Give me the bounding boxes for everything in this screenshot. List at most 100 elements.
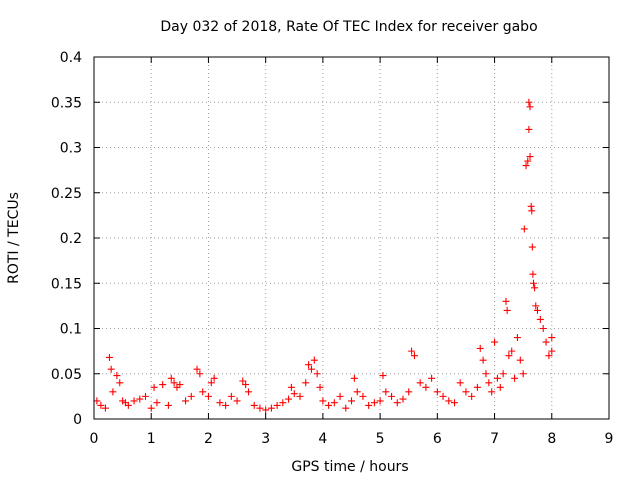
data-point — [379, 372, 387, 380]
data-point — [287, 383, 295, 391]
data-point — [316, 383, 324, 391]
data-point — [187, 392, 195, 400]
data-point — [527, 202, 535, 210]
data-point — [508, 347, 516, 355]
data-point — [516, 356, 524, 364]
data-point — [170, 379, 178, 387]
data-point — [451, 399, 458, 407]
data-point — [305, 361, 313, 369]
data-point — [410, 352, 418, 360]
data-point — [222, 401, 230, 409]
data-point — [153, 399, 161, 407]
data-point — [296, 392, 304, 400]
data-point — [405, 388, 413, 396]
data-point — [502, 297, 510, 305]
data-point — [256, 404, 264, 412]
data-point — [207, 379, 215, 387]
y-tick-label: 0.2 — [60, 231, 82, 247]
data-point — [147, 404, 155, 412]
data-point — [476, 344, 484, 352]
x-tick-label: 3 — [261, 431, 270, 447]
data-point — [513, 334, 521, 342]
data-point — [279, 399, 287, 407]
data-point — [528, 243, 536, 251]
data-point — [456, 379, 464, 387]
data-point — [524, 157, 532, 165]
data-point — [408, 347, 416, 355]
data-point — [216, 399, 224, 407]
data-point — [505, 352, 513, 360]
data-series — [93, 98, 556, 414]
data-point — [273, 401, 281, 409]
data-point — [227, 392, 235, 400]
data-point — [428, 374, 436, 382]
chart-grid — [94, 57, 609, 419]
data-point — [382, 388, 390, 396]
data-point — [307, 365, 315, 373]
data-point — [503, 306, 511, 314]
data-point — [167, 374, 175, 382]
x-tick-label: 2 — [204, 431, 213, 447]
data-point — [164, 401, 172, 409]
data-point — [439, 392, 447, 400]
data-point — [262, 406, 270, 414]
data-point — [545, 352, 553, 360]
data-point — [445, 397, 453, 405]
y-tick-label: 0.15 — [51, 276, 82, 292]
data-point — [539, 325, 547, 332]
data-point — [267, 404, 275, 412]
data-point — [519, 370, 527, 378]
data-point — [150, 383, 158, 391]
data-point — [529, 279, 537, 287]
x-tick-label: 8 — [547, 431, 556, 447]
data-point — [433, 388, 441, 396]
y-tick-label: 0.05 — [51, 367, 82, 383]
plot-frame — [93, 56, 610, 420]
data-point — [416, 379, 424, 387]
data-point — [176, 381, 184, 389]
data-point — [479, 356, 487, 364]
data-point — [109, 388, 117, 396]
y-tick-label: 0.3 — [60, 141, 82, 157]
chart-title: Day 032 of 2018, Rate Of TEC Index for r… — [160, 19, 537, 35]
data-point — [101, 404, 109, 412]
data-point — [239, 377, 247, 385]
data-point — [330, 399, 338, 407]
x-tick-label: 0 — [90, 431, 99, 447]
data-point — [193, 365, 201, 373]
data-point — [482, 370, 490, 378]
data-point — [319, 397, 327, 405]
data-point — [313, 370, 321, 378]
data-point — [245, 388, 252, 396]
data-point — [204, 392, 212, 400]
data-point — [196, 370, 204, 378]
data-point — [473, 383, 481, 391]
x-tick-label: 9 — [605, 431, 614, 447]
data-point — [525, 125, 533, 133]
data-point — [491, 338, 499, 346]
data-point — [399, 395, 407, 403]
data-point — [548, 347, 556, 355]
data-point — [182, 397, 190, 405]
data-point — [113, 372, 121, 380]
data-point — [290, 390, 298, 398]
data-point — [485, 379, 493, 387]
data-point — [107, 365, 115, 373]
data-point — [522, 162, 530, 170]
data-point — [285, 395, 293, 403]
y-tick-label: 0.1 — [60, 322, 82, 338]
data-point — [242, 381, 250, 389]
data-point — [310, 356, 318, 364]
data-point — [130, 397, 138, 405]
data-point — [528, 207, 536, 215]
data-point — [350, 374, 358, 382]
x-tick-label: 4 — [318, 431, 327, 447]
data-point — [136, 395, 144, 403]
data-point — [531, 284, 539, 292]
tick-labels: 0 1 2 3 4 5 6 7 8 9 0 0.05 0.1 0.15 0.2 0.25 0.3 0.35 0.4 — [51, 50, 614, 447]
data-point — [142, 392, 149, 400]
data-point — [422, 383, 430, 391]
data-point — [525, 98, 533, 106]
x-tick-label: 6 — [433, 431, 442, 447]
data-point — [536, 315, 544, 323]
